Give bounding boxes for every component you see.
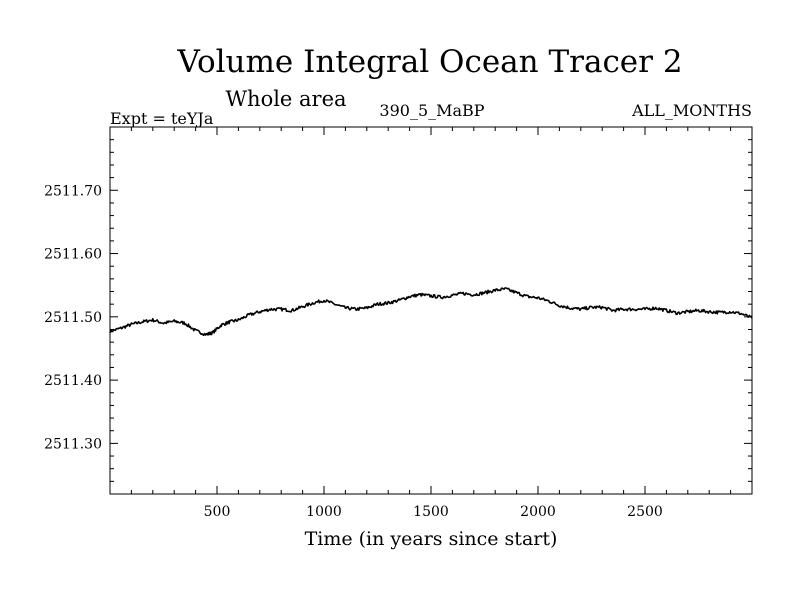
x-axis-label: Time (in years since start) <box>305 528 558 550</box>
y-tick-label: 2511.60 <box>44 247 102 263</box>
y-axis: 2511.30 2511.40 2511.50 2511.60 2511.70 <box>44 139 752 482</box>
x-axis: 500 1000 1500 2000 2500 <box>130 127 732 520</box>
y-tick-label: 2511.50 <box>44 310 102 326</box>
x-tick-label: 1500 <box>413 504 449 520</box>
x-tick-label: 2000 <box>520 504 556 520</box>
y-tick-label: 2511.30 <box>44 436 102 452</box>
x-tick-label: 1000 <box>306 504 342 520</box>
chart-subtitle: Whole area <box>225 87 346 111</box>
y-tick-label: 2511.40 <box>44 373 102 389</box>
period-label: 390_5_MaBP <box>379 101 484 120</box>
series-layer <box>109 287 753 336</box>
x-tick-label: 2500 <box>627 504 663 520</box>
series-line <box>109 287 753 336</box>
chart-title: Volume Integral Ocean Tracer 2 <box>176 44 682 80</box>
experiment-label: Expt = teYJa <box>110 109 214 128</box>
x-tick-label: 500 <box>204 504 231 520</box>
months-label: ALL_MONTHS <box>631 101 752 120</box>
plot-frame <box>109 126 753 495</box>
y-tick-label: 2511.70 <box>44 183 102 199</box>
